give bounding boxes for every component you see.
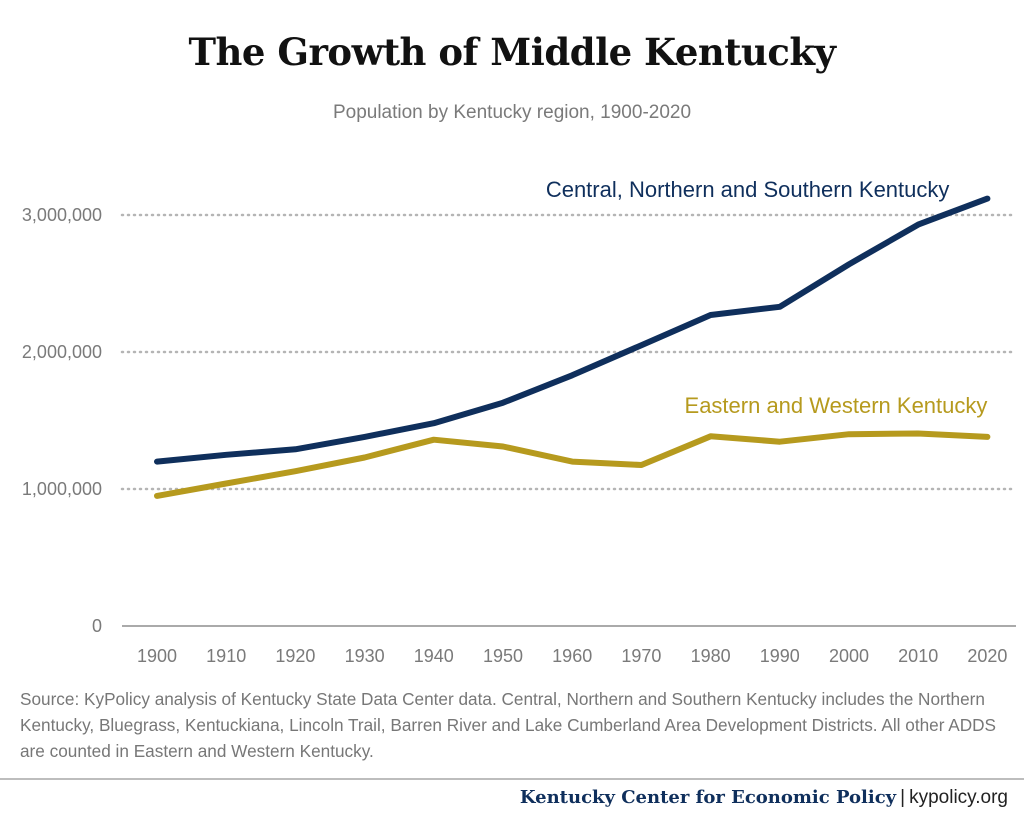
line-chart: 0 1,000,000 2,000,000 3,000,000 1900 1910 1920… — [22, 177, 1018, 666]
footer-org-name: Kentucky Center for Economic Policy — [519, 787, 897, 808]
x-tick-label-2010: 2010 — [898, 646, 938, 666]
x-tick-label-1970: 1970 — [621, 646, 661, 666]
source-note: Source: KyPolicy analysis of Kentucky St… — [20, 689, 997, 761]
x-tick-label-1960: 1960 — [552, 646, 592, 666]
footer-separator: | — [900, 787, 906, 808]
x-tick-label-1940: 1940 — [414, 646, 454, 666]
x-tick-label-1910: 1910 — [206, 646, 246, 666]
footer-divider — [0, 778, 1024, 780]
footer-website-link[interactable]: kypolicy.org — [909, 787, 1008, 808]
series-line-central-northern-southern — [154, 195, 991, 465]
footer: Kentucky Center for Economic Policy | kypo… — [520, 787, 1008, 809]
x-tick-label-1990: 1990 — [760, 646, 800, 666]
x-tick-label-1900: 1900 — [137, 646, 177, 666]
y-tick-label-0: 0 — [92, 616, 102, 636]
y-tick-label-3: 3,000,000 — [22, 205, 102, 225]
y-tick-label-1: 1,000,000 — [22, 479, 102, 499]
y-tick-label-2: 2,000,000 — [22, 342, 102, 362]
series-label-eastern-western: Eastern and Western Kentucky — [685, 393, 988, 418]
x-tick-label-2020: 2020 — [967, 646, 1007, 666]
x-tick-label-1950: 1950 — [483, 646, 523, 666]
chart-subtitle: Population by Kentucky region, 1900-2020 — [332, 102, 692, 123]
x-tick-label-1930: 1930 — [345, 646, 385, 666]
series-line-eastern-western — [154, 430, 991, 499]
chart-title: The Growth of Middle Kentucky — [188, 30, 836, 74]
x-tick-label-1920: 1920 — [275, 646, 315, 666]
x-tick-label-2000: 2000 — [829, 646, 869, 666]
series-label-central-northern-southern: Central, Northern and Southern Kentucky — [546, 177, 950, 202]
x-tick-label-1980: 1980 — [691, 646, 731, 666]
